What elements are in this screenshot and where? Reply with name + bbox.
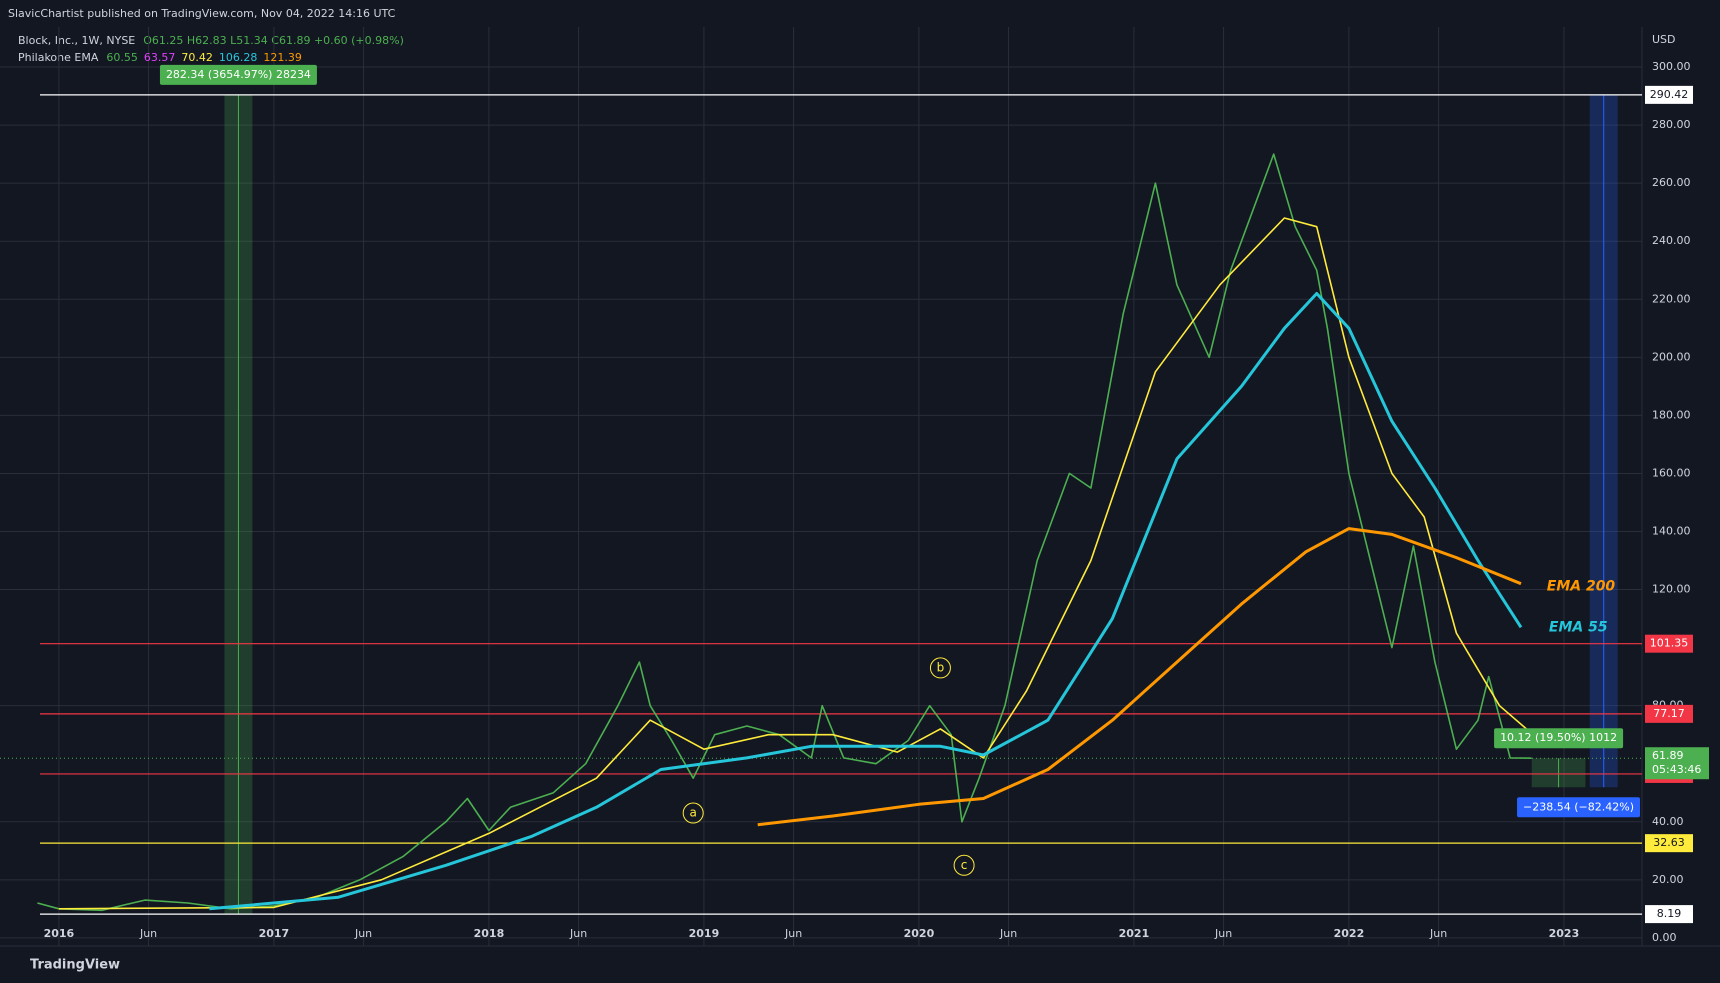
series-line [757, 527, 1522, 827]
x-tick-label: Jun [1214, 927, 1232, 940]
y-tick-label: 280.00 [1652, 118, 1691, 131]
y-tick-label: 240.00 [1652, 234, 1691, 247]
levels [0, 94, 1642, 915]
x-tick-label: Jun [569, 927, 587, 940]
annotation: b [937, 660, 945, 674]
annotation-circle [929, 657, 951, 679]
y-tick-label: 200.00 [1652, 350, 1691, 363]
y-tick-label: 20.00 [1652, 873, 1684, 886]
annotation: EMA 200 [1547, 579, 1616, 595]
currency: USD [1652, 33, 1676, 46]
countdown: 05:43:46 [1652, 763, 1701, 776]
range-label-bg [159, 64, 317, 85]
ranges [224, 94, 1618, 915]
x-tick-label: Jun [139, 927, 157, 940]
x-tick-label: Jun [784, 927, 802, 940]
symbol: Block, Inc., 1W, NYSE [18, 34, 135, 47]
indicator-value: 60.55 [106, 51, 138, 64]
x-tick-label: 2017 [259, 927, 290, 940]
indicator-value: 106.28 [219, 51, 258, 64]
labels: 0.0020.0040.0080.00120.00140.00160.00180… [44, 60, 1709, 944]
y-tick-label: 180.00 [1652, 408, 1691, 421]
level-label-bg [1645, 834, 1693, 853]
indicator-value: 63.57 [144, 51, 176, 64]
level-label: 8.19 [1657, 907, 1682, 920]
y-tick-label: 120.00 [1652, 583, 1691, 596]
level-label: 77.17 [1653, 707, 1685, 720]
range-label-bg [1517, 797, 1640, 818]
indicator-value: 70.42 [181, 51, 213, 64]
x-tick-label: Jun [999, 927, 1017, 940]
level-label: 290.42 [1650, 88, 1689, 101]
x-tick-label: Jun [1429, 927, 1447, 940]
lines [37, 153, 1533, 912]
series-line [37, 153, 1532, 912]
y-tick-label: 300.00 [1652, 60, 1691, 73]
x-tick-label: 2020 [904, 927, 935, 940]
series-line [58, 217, 1533, 910]
x-tick-label: 2023 [1549, 927, 1580, 940]
annotation: a [689, 806, 696, 820]
annotation: EMA 55 [1549, 619, 1608, 635]
range-label-bg [1494, 728, 1624, 749]
x-tick-label: 2022 [1334, 927, 1365, 940]
annotation: c [961, 858, 968, 872]
level-label-bg [1645, 704, 1693, 723]
annotation-circle [953, 854, 975, 876]
level-label-bg [1645, 905, 1693, 924]
x-tick-label: 2021 [1119, 927, 1150, 940]
y-tick-label: 220.00 [1652, 292, 1691, 305]
annotation-circle [682, 802, 704, 824]
y-tick-label: 0.00 [1652, 931, 1677, 944]
x-tick-label: 2016 [44, 927, 75, 940]
y-tick-label: 260.00 [1652, 176, 1691, 189]
range-label: 10.12 (19.50%) 1012 [1500, 731, 1617, 744]
published: SlavicChartist published on TradingView.… [8, 7, 396, 20]
level-label-bg [1645, 85, 1693, 104]
y-tick-label: 160.00 [1652, 466, 1691, 479]
footer: TradingView [30, 958, 120, 973]
y-tick-label: 140.00 [1652, 524, 1691, 537]
x-tick-label: 2019 [689, 927, 720, 940]
range-label: 282.34 (3654.97%) 28234 [166, 68, 311, 81]
level-label: 32.63 [1653, 836, 1685, 849]
range-label: −238.54 (−82.42%) [1523, 800, 1634, 813]
level-label-bg [1645, 634, 1693, 653]
last-price-bg [1645, 747, 1709, 780]
indicator-value: 121.39 [263, 51, 302, 64]
series-line [209, 292, 1523, 911]
x-tick-label: Jun [354, 927, 372, 940]
level-label: 101.35 [1650, 637, 1689, 650]
last-price: 61.89 [1652, 749, 1684, 762]
y-tick-label: 40.00 [1652, 815, 1684, 828]
x-tick-label: 2018 [474, 927, 505, 940]
